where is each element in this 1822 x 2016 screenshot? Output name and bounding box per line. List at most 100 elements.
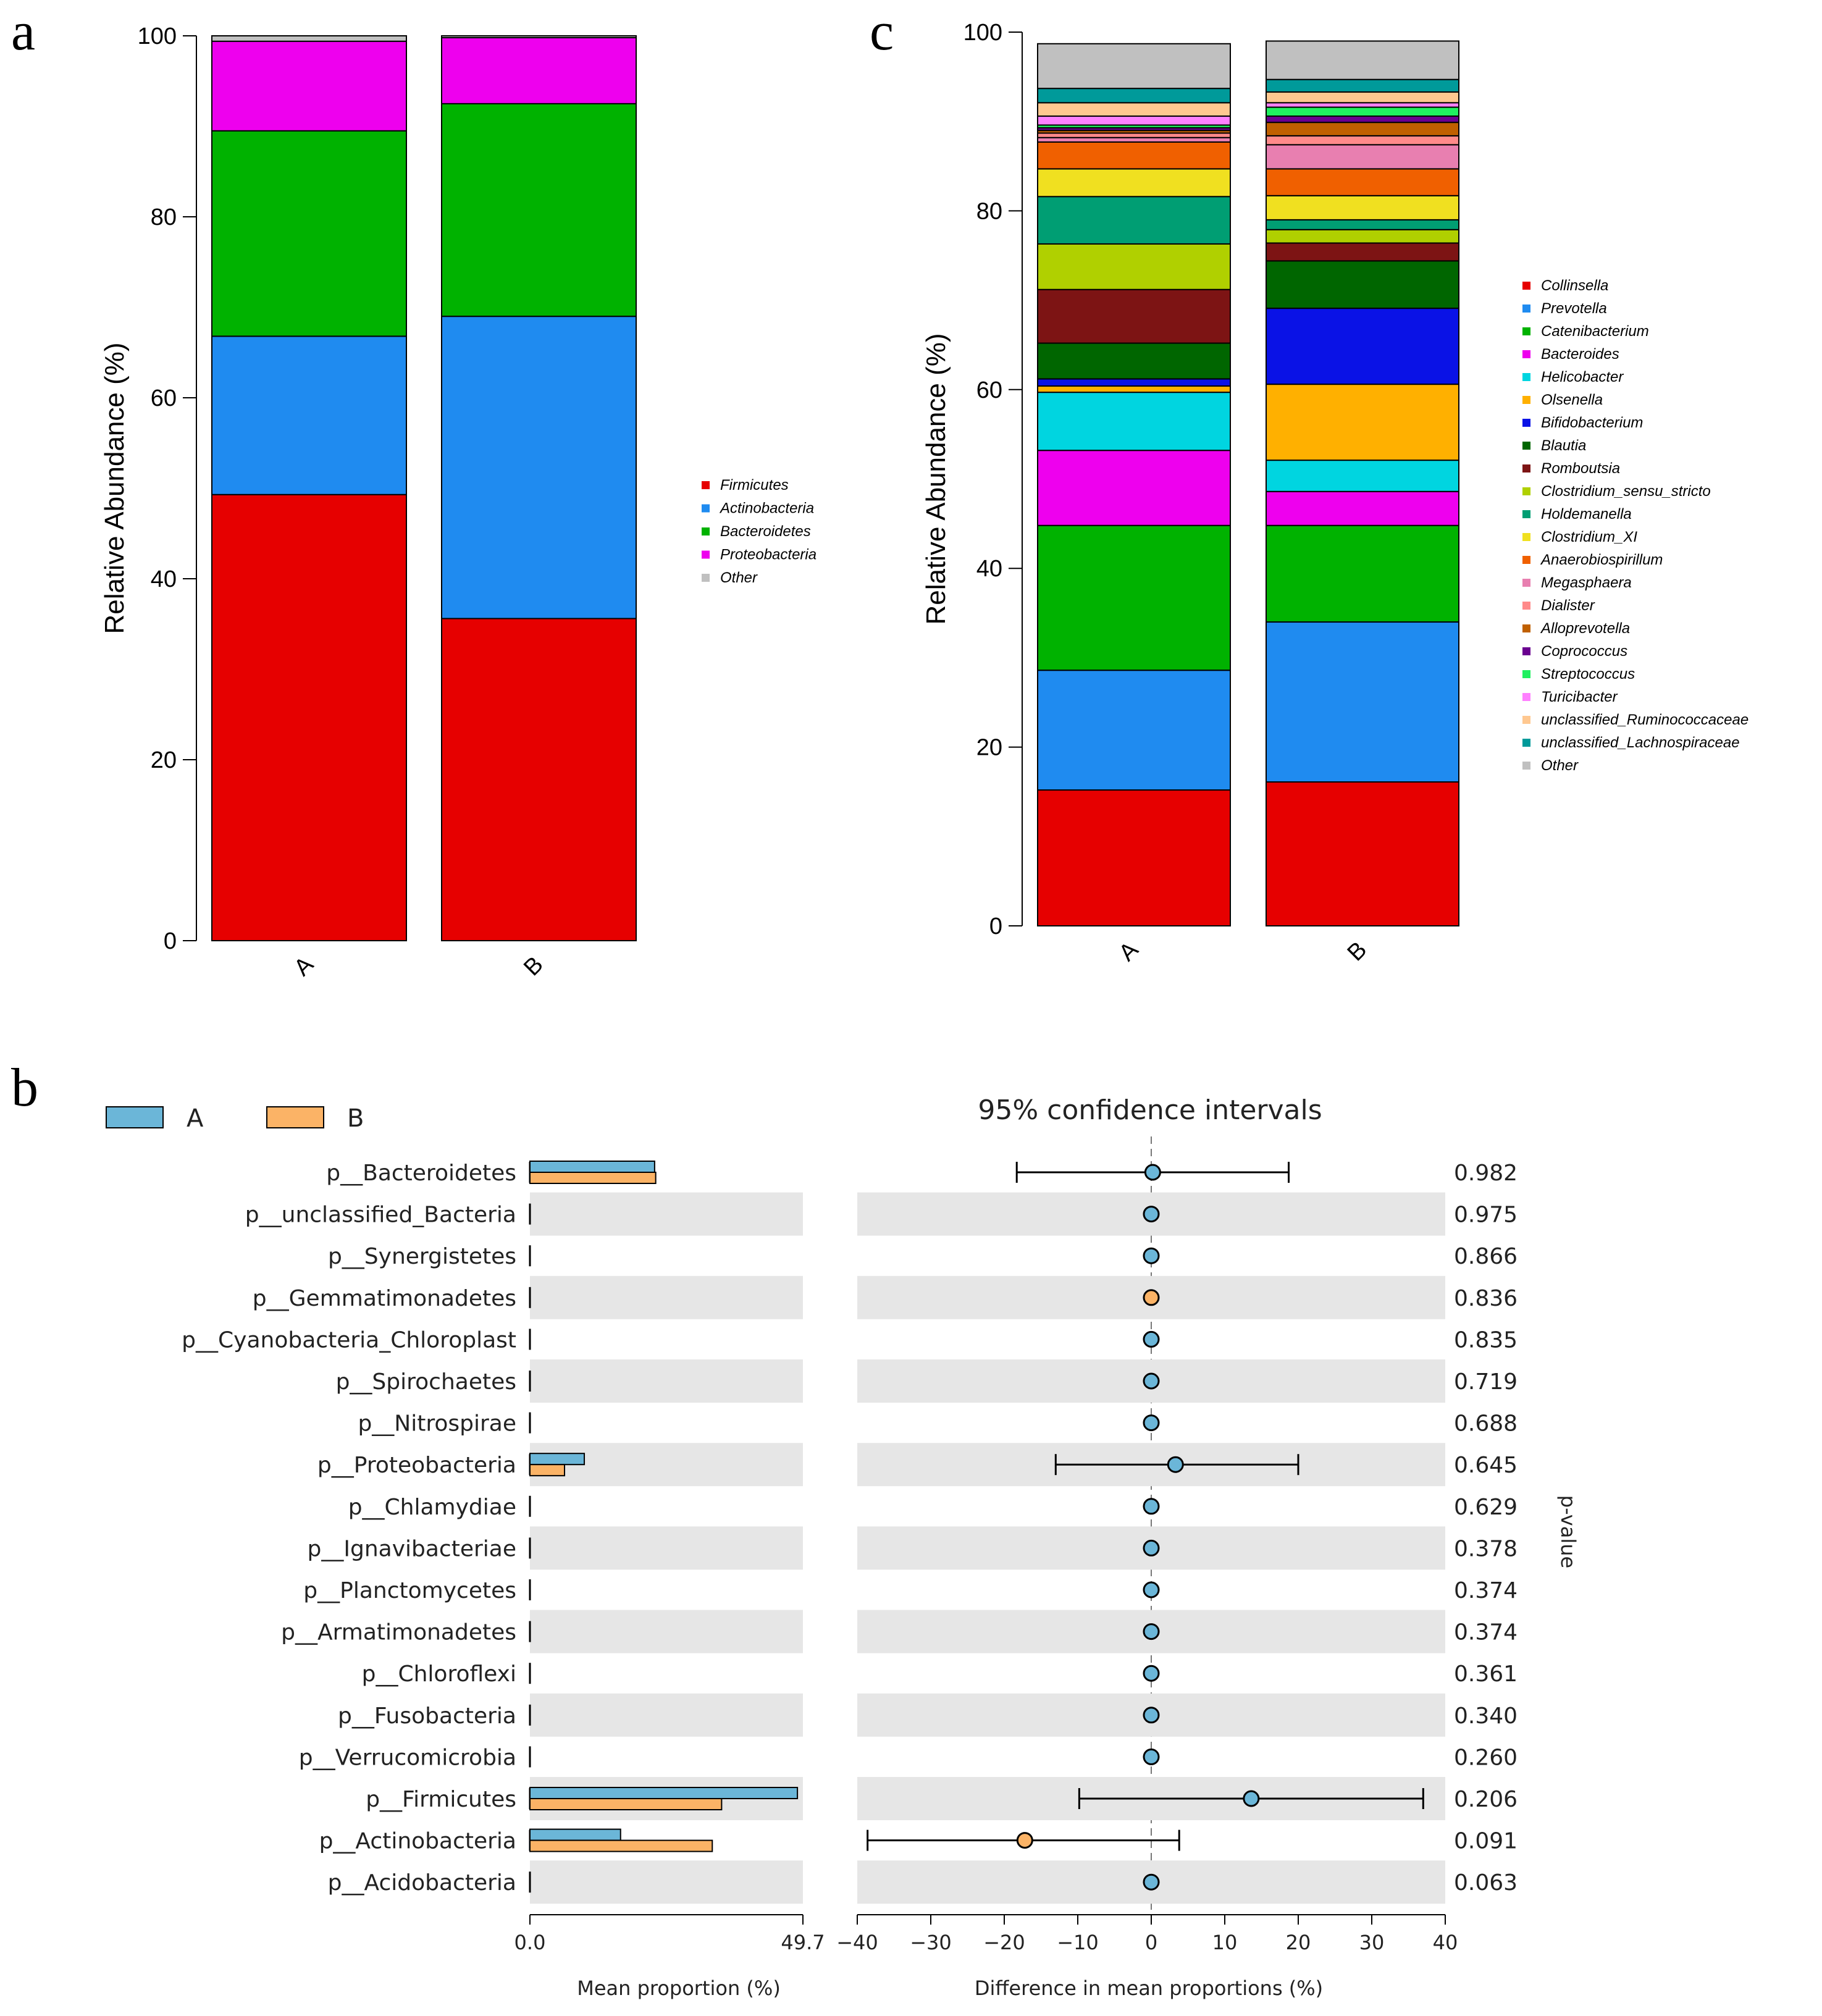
legend-swatch-romboutsia (1522, 464, 1530, 472)
legend-swatch-dialister (1522, 602, 1530, 610)
p-value-p-armatimonadetes: 0.374 (1454, 1620, 1518, 1645)
x-category-label-a: A (289, 951, 319, 981)
bar-segment-catenibacterium-a (1037, 524, 1231, 671)
left-x-tick-label: 0.0 (514, 1931, 546, 1954)
diff-point-p-planctomycetes (1143, 1581, 1160, 1598)
row-label-p-synergistetes: p__Synergistetes (328, 1244, 516, 1269)
bar-segment-proteobacteria-b (441, 36, 637, 104)
p-value-p-acidobacteria: 0.063 (1454, 1870, 1518, 1896)
diff-point-p-firmicutes (1243, 1790, 1260, 1807)
p-value-p-chlamydiae: 0.629 (1454, 1495, 1518, 1520)
x-category-label-b: B (1343, 937, 1372, 967)
bar-segment-bacteroides-b (1266, 490, 1459, 526)
legend-label-catenibacterium: Catenibacterium (1541, 323, 1649, 340)
legend-label-other: Other (720, 569, 758, 586)
right-x-tick-label: −10 (1057, 1931, 1099, 1954)
legend-swatch-other (702, 574, 710, 582)
y-tick-label: 0 (989, 914, 1002, 939)
mean-bar-b-p-bacteroidetes (529, 1172, 657, 1184)
legend-label-bacteroidetes: Bacteroidetes (720, 523, 811, 540)
row-label-p-cyanobacteria-chloroplast: p__Cyanobacteria_Chloroplast (182, 1327, 516, 1353)
left-x-tick-label: 49.7 (781, 1931, 825, 1954)
bar-segment-holdemanella-b (1266, 219, 1459, 230)
row-stripe-left (530, 1693, 803, 1737)
y-tick-label: 80 (976, 198, 1002, 224)
bar-segment-anaerobiospirillum-a (1037, 141, 1231, 170)
bar-segment-bacteroides-a (1037, 450, 1231, 526)
row-label-p-verrucomicrobia: p__Verrucomicrobia (299, 1745, 516, 1770)
bar-segment-proteobacteria-a (211, 40, 407, 132)
legend-swatch-collinsella (1522, 282, 1530, 290)
row-label-p-chloroflexi: p__Chloroflexi (362, 1661, 516, 1687)
panel-label-c: c (870, 2, 894, 62)
mean-bar-b-p-proteobacteria (529, 1464, 566, 1477)
bar-segment-blautia-b (1266, 260, 1459, 309)
diff-point-p-bacteroidetes (1144, 1164, 1161, 1181)
legend-swatch-prevotella (1522, 304, 1530, 313)
row-stripe-left (530, 1860, 803, 1904)
bar-segment-other-a (1037, 43, 1231, 90)
row-label-p-armatimonadetes: p__Armatimonadetes (281, 1620, 516, 1645)
bar-segment-other-b (1266, 40, 1459, 80)
legend-swatch-b (266, 1106, 324, 1128)
y-tick-label: 20 (151, 747, 177, 773)
bar-segment-unclassified-ruminococcaceae-b (1266, 91, 1459, 104)
legend-swatch-holdemanella (1522, 510, 1530, 518)
panel-b-extended-error-bar-plot: A B 95% confidence intervals p__Bacteroidet… (106, 1094, 1580, 2000)
row-stripe-left (530, 1526, 803, 1570)
p-value-p-unclassified-bacteria: 0.975 (1454, 1203, 1518, 1228)
legend-swatch-clostridium-sensu-stricto (1522, 487, 1530, 495)
diff-point-p-actinobacteria (1016, 1832, 1033, 1849)
bar-segment-actinobacteria-a (211, 335, 407, 495)
bar-segment-catenibacterium-b (1266, 524, 1459, 623)
bar-segment-bacteroidetes-a (211, 130, 407, 337)
right-x-tick-label: 0 (1145, 1931, 1157, 1954)
right-x-tick-label: −40 (836, 1931, 878, 1954)
bar-segment-streptococcus-b (1266, 106, 1459, 117)
row-label-p-fusobacteria: p__Fusobacteria (338, 1703, 516, 1729)
y-tick-label: 100 (963, 20, 1002, 46)
bar-segment-dialister-a (1037, 132, 1231, 138)
bar-segment-prevotella-a (1037, 670, 1231, 791)
right-x-tick-label: −30 (910, 1931, 952, 1954)
bar-segment-coprococcus-b (1266, 116, 1459, 124)
legend-swatch-other (1522, 762, 1530, 770)
diff-point-p-verrucomicrobia (1143, 1748, 1160, 1765)
diff-point-p-unclassified-bacteria (1143, 1206, 1160, 1223)
diff-point-p-synergistetes (1143, 1247, 1160, 1264)
legend-label-bifidobacterium: Bifidobacterium (1541, 414, 1643, 431)
mean-bar-b-p-firmicutes (529, 1798, 723, 1810)
legend-label-a: A (187, 1104, 204, 1133)
bar-segment-clostridium-sensu-stricto-b (1266, 229, 1459, 244)
p-value-p-proteobacteria: 0.645 (1454, 1453, 1518, 1478)
legend-swatch-alloprevotella (1522, 624, 1530, 632)
legend-swatch-olsenella (1522, 396, 1530, 404)
diff-point-p-gemmatimonadetes (1143, 1289, 1160, 1306)
panel-label-b: b (11, 1058, 38, 1118)
legend-label-unclassified-ruminococcaceae: unclassified_Ruminococcaceae (1541, 712, 1749, 728)
row-label-p-unclassified-bacteria: p__unclassified_Bacteria (245, 1203, 516, 1228)
bar-segment-anaerobiospirillum-b (1266, 168, 1459, 196)
diff-point-p-cyanobacteria-chloroplast (1143, 1330, 1160, 1348)
bar-segment-bifidobacterium-a (1037, 378, 1231, 387)
legend-label-unclassified-lachnospiraceae: unclassified_Lachnospiraceae (1541, 734, 1740, 751)
diff-point-p-proteobacteria (1167, 1456, 1184, 1473)
p-value-p-synergistetes: 0.866 (1454, 1244, 1518, 1269)
legend-label-coprococcus: Coprococcus (1541, 643, 1627, 660)
bar-segment-collinsella-b (1266, 781, 1459, 926)
row-stripe-left (530, 1275, 803, 1319)
bar-segment-turicibacter-a (1037, 116, 1231, 126)
p-value-p-ignavibacteriae: 0.378 (1454, 1536, 1518, 1561)
mean-bar-a-p-bacteroidetes (529, 1161, 655, 1173)
row-label-p-firmicutes: p__Firmicutes (366, 1787, 516, 1812)
legend-swatch-helicobacter (1522, 373, 1530, 381)
y-tick-label: 60 (151, 385, 177, 411)
bar-segment-bifidobacterium-b (1266, 308, 1459, 385)
legend-swatch-blautia (1522, 442, 1530, 450)
bar-segment-alloprevotella-b (1266, 122, 1459, 136)
bar-segment-olsenella-a (1037, 385, 1231, 393)
row-label-p-bacteroidetes: p__Bacteroidetes (326, 1161, 516, 1186)
panel-c-stacked-bar-chart: 0 20 40 60 80 100 Relative Abundance (%) A B Coll… (921, 20, 1749, 966)
legend-label-holdemanella: Holdemanella (1541, 506, 1632, 523)
bar-segment-olsenella-b (1266, 384, 1459, 461)
